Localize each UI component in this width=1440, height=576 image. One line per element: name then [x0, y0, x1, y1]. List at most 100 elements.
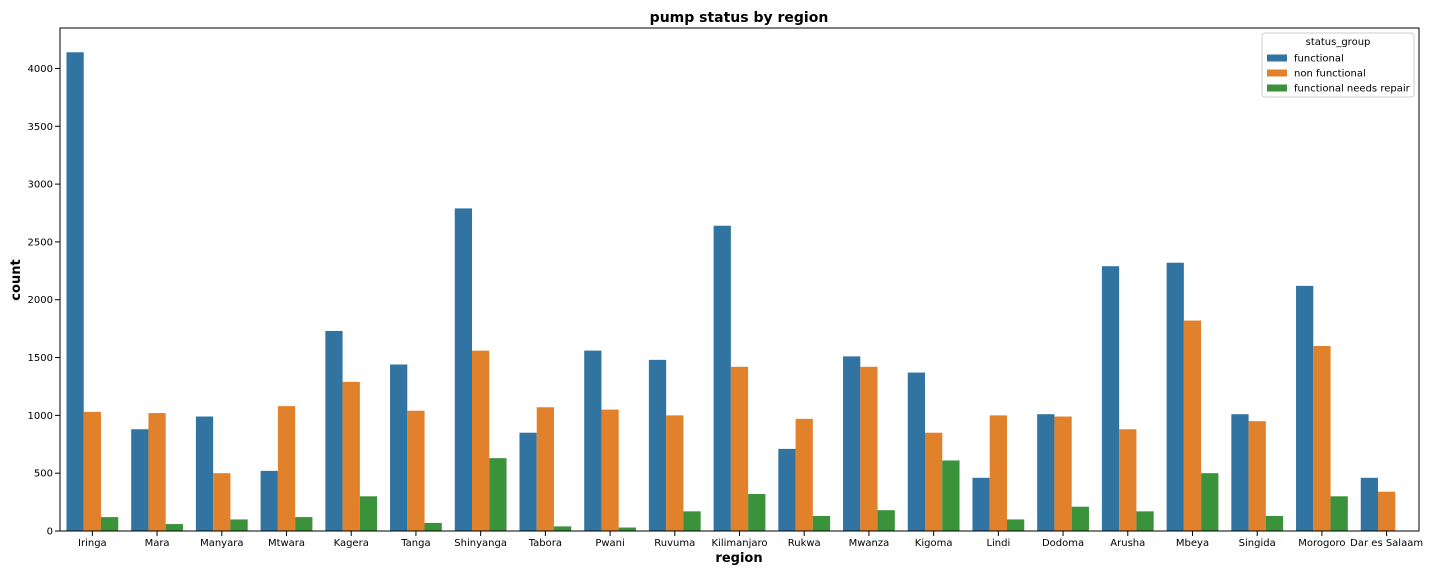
bar-non-functional-iringa	[83, 411, 101, 531]
bar-non-functional-tanga	[407, 410, 425, 531]
bar-non-functional-manyara	[213, 473, 231, 531]
x-tick-label: Singida	[1239, 538, 1276, 549]
bar-non-functional-tabora	[536, 407, 554, 531]
x-tick-label: Iringa	[78, 538, 107, 549]
bar-functional-needs-repair-morogoro	[1330, 496, 1348, 531]
bar-functional-manyara	[195, 416, 214, 531]
bar-functional-shinyanga	[454, 208, 473, 531]
x-tick-label: Kilimanjaro	[711, 538, 767, 549]
bar-functional-needs-repair-arusha	[1136, 511, 1154, 531]
bar-functional-singida	[1231, 414, 1249, 531]
bar-non-functional-mwanza	[860, 366, 878, 531]
x-tick-label: Pwani	[595, 538, 624, 549]
bar-non-functional-kigoma	[925, 432, 943, 531]
bar-functional-mtwara	[260, 470, 278, 531]
bar-functional-needs-repair-dodoma	[1071, 506, 1089, 531]
bars-group	[66, 52, 1396, 532]
x-axis: Iringa Mara Manyara Mtwara Kagera Tanga Shinya…	[78, 531, 1423, 549]
legend-label: functional	[1294, 54, 1344, 65]
bar-functional-needs-repair-iringa	[100, 517, 119, 531]
x-tick-label: Manyara	[200, 538, 243, 549]
x-tick-label: Lindi	[986, 538, 1010, 549]
bar-non-functional-kilimanjaro	[730, 366, 749, 531]
bar-functional-ruvuma	[648, 359, 667, 531]
x-tick-label: Mbeya	[1176, 538, 1209, 549]
bar-functional-rukwa	[778, 448, 796, 531]
bar-non-functional-mtwara	[277, 406, 296, 531]
x-tick-label: Shinyanga	[454, 538, 507, 549]
legend-title: status_group	[1306, 37, 1371, 48]
plot-frame	[59, 27, 1420, 532]
bar-functional-needs-repair-lindi	[1006, 519, 1025, 531]
bar-non-functional-ruvuma	[666, 415, 684, 531]
bar-functional-morogoro	[1296, 285, 1314, 531]
bar-functional-dar-es-salaam	[1360, 477, 1379, 531]
bar-functional-needs-repair-mara	[165, 524, 183, 531]
y-tick-label: 3000	[28, 180, 53, 191]
bar-functional-lindi	[972, 477, 990, 531]
bar-functional-kagera	[325, 330, 343, 531]
y-tick-label: 4000	[28, 64, 53, 75]
bar-functional-needs-repair-kilimanjaro	[748, 494, 766, 531]
bar-functional-mara	[131, 429, 149, 531]
bar-functional-dodoma	[1037, 414, 1055, 531]
bar-functional-needs-repair-ruvuma	[683, 511, 701, 531]
legend-swatch-non-functional	[1267, 69, 1287, 77]
x-tick-label: Tabora	[528, 538, 562, 549]
y-axis-label: count	[9, 259, 24, 300]
y-tick-label: 0	[47, 527, 53, 538]
legend: status_group functional non functional func…	[1261, 32, 1415, 98]
x-tick-label: Kagera	[334, 538, 369, 549]
bar-functional-needs-repair-kigoma	[942, 460, 960, 531]
x-tick-label: Rukwa	[788, 538, 821, 549]
bar-functional-arusha	[1101, 266, 1120, 531]
x-tick-label: Mara	[145, 538, 170, 549]
bar-functional-needs-repair-kagera	[359, 496, 378, 531]
y-tick-label: 1500	[28, 353, 53, 364]
legend-label: non functional	[1294, 69, 1366, 80]
bar-non-functional-kagera	[342, 381, 360, 531]
bar-non-functional-pwani	[601, 409, 619, 531]
bar-non-functional-mara	[148, 413, 166, 531]
chart-title: pump status by region	[650, 10, 829, 26]
bar-non-functional-lindi	[989, 415, 1007, 531]
bar-functional-needs-repair-singida	[1265, 515, 1284, 531]
legend-label: functional needs repair	[1294, 84, 1411, 95]
x-tick-label: Morogoro	[1298, 538, 1345, 549]
x-tick-label: Ruvuma	[654, 538, 695, 549]
y-axis: 0 500 1000 1500 2000 2500 3000 3500 4000	[28, 64, 60, 538]
y-tick-label: 1000	[28, 411, 53, 422]
bar-functional-pwani	[584, 350, 602, 531]
bar-functional-kigoma	[907, 372, 926, 531]
bar-functional-iringa	[66, 52, 84, 531]
legend-box	[1261, 32, 1415, 98]
y-tick-label: 2500	[28, 237, 53, 248]
bar-functional-needs-repair-mwanza	[877, 510, 895, 531]
bar-functional-needs-repair-tanga	[424, 522, 442, 531]
bar-functional-tabora	[519, 432, 537, 531]
bar-non-functional-morogoro	[1313, 345, 1331, 531]
x-tick-label: Dar es Salaam	[1350, 538, 1423, 549]
bar-non-functional-dodoma	[1054, 416, 1072, 531]
bar-non-functional-arusha	[1119, 429, 1137, 531]
bar-non-functional-rukwa	[795, 418, 813, 531]
bar-non-functional-mbeya	[1183, 320, 1202, 531]
bar-functional-needs-repair-shinyanga	[489, 458, 507, 531]
bar-functional-tanga	[390, 364, 408, 531]
legend-swatch-functional-needs-repair	[1267, 84, 1287, 92]
x-tick-label: Mwanza	[849, 538, 890, 549]
y-tick-label: 2000	[28, 295, 53, 306]
x-tick-label: Dodoma	[1042, 538, 1084, 549]
bar-functional-needs-repair-tabora	[553, 526, 572, 531]
x-tick-label: Tanga	[400, 538, 430, 549]
y-tick-label: 500	[34, 469, 53, 480]
bar-functional-needs-repair-manyara	[230, 519, 248, 531]
bar-functional-mwanza	[843, 356, 861, 531]
x-axis-label: region	[715, 551, 762, 566]
legend-swatch-functional	[1267, 54, 1287, 62]
bar-functional-kilimanjaro	[713, 225, 731, 532]
y-tick-label: 3500	[28, 122, 53, 133]
x-tick-label: Mtwara	[268, 538, 305, 549]
x-tick-label: Kigoma	[915, 538, 953, 549]
bar-functional-mbeya	[1166, 262, 1184, 531]
